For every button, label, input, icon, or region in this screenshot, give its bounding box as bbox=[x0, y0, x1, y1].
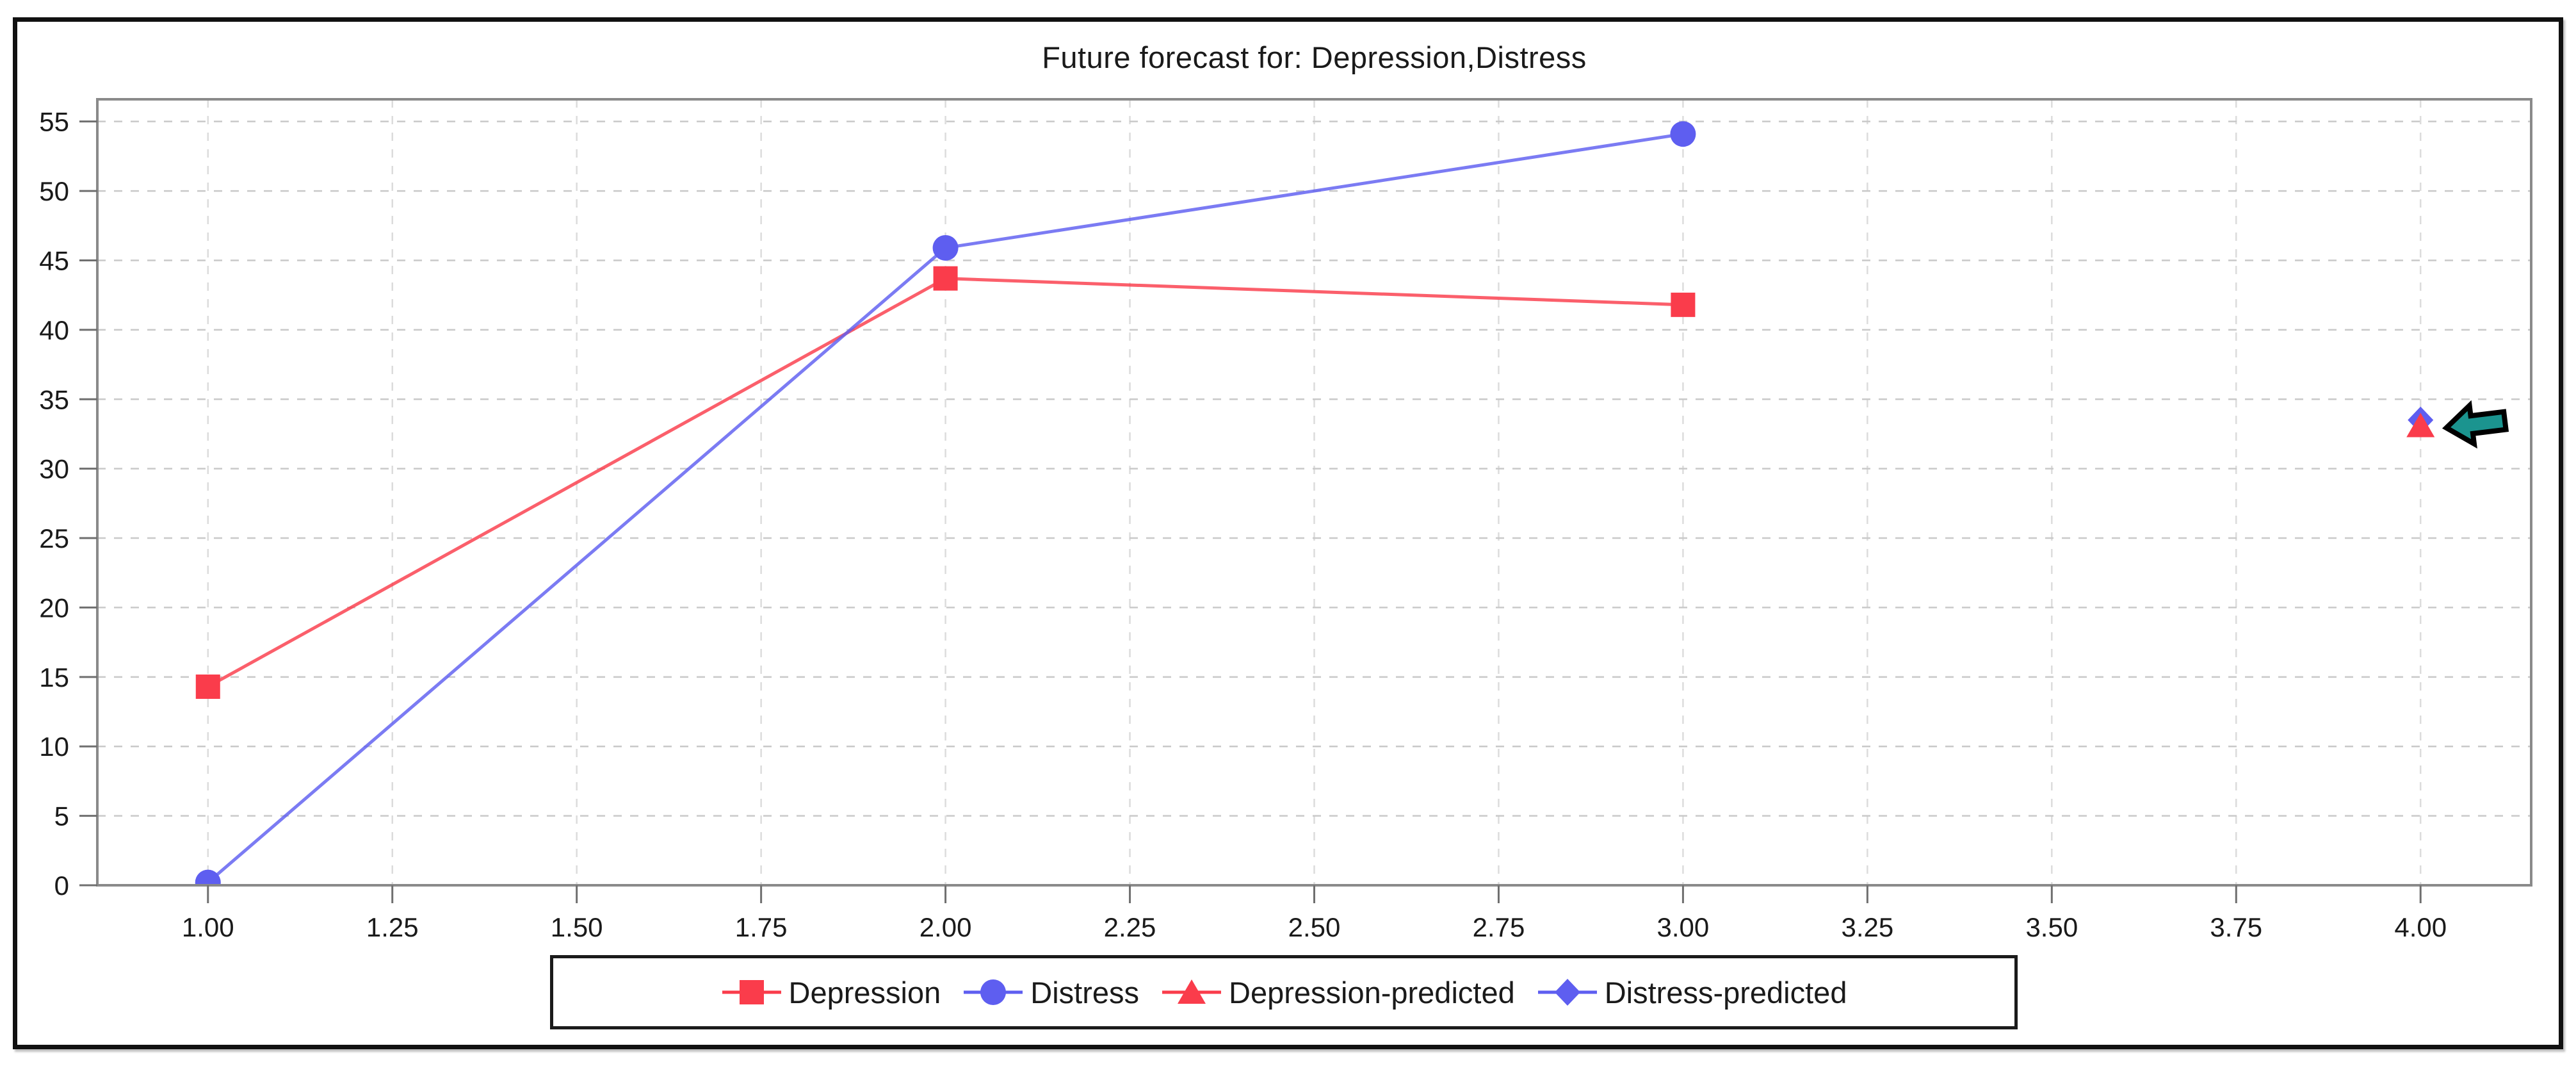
distress-predicted-legend-marker bbox=[1554, 979, 1580, 1006]
legend-item-depression: Depression bbox=[721, 975, 941, 1010]
legend-label: Depression-predicted bbox=[1229, 975, 1515, 1010]
x-tick-label: 1.25 bbox=[366, 912, 419, 942]
y-tick-label: 35 bbox=[39, 384, 69, 414]
depression-legend-marker bbox=[739, 980, 764, 1004]
forecast-arrow-icon bbox=[2442, 400, 2509, 449]
x-tick-label: 2.75 bbox=[1473, 912, 1525, 942]
depression-predicted-marker bbox=[2406, 413, 2435, 438]
depression-marker bbox=[933, 266, 958, 291]
y-tick-label: 10 bbox=[39, 732, 69, 762]
depression-predicted-legend-triangle-icon bbox=[1162, 979, 1221, 1004]
x-tick-label: 1.50 bbox=[551, 912, 603, 942]
y-tick-label: 30 bbox=[39, 454, 69, 484]
x-tick-label: 3.00 bbox=[1657, 912, 1710, 942]
x-tick-label: 3.25 bbox=[1841, 912, 1893, 942]
legend-item-depression-predicted: Depression-predicted bbox=[1161, 975, 1515, 1010]
distress-marker bbox=[195, 869, 221, 885]
distress-legend-circle-icon bbox=[964, 979, 1023, 1005]
x-tick-label: 1.00 bbox=[182, 912, 234, 942]
depression-predicted-legend-marker bbox=[1178, 979, 1206, 1004]
distress-marker bbox=[1670, 121, 1696, 147]
x-tick-label: 1.75 bbox=[735, 912, 788, 942]
legend-label: Depression bbox=[788, 975, 941, 1010]
chart-frame bbox=[13, 17, 2563, 1049]
x-tick-label: 3.50 bbox=[2025, 912, 2078, 942]
y-tick-label: 25 bbox=[39, 523, 69, 553]
depression-marker bbox=[195, 674, 220, 699]
legend-box: Depression Distress Depression-predicted Di… bbox=[550, 955, 2018, 1029]
depression-legend-square-icon bbox=[722, 980, 781, 1004]
x-tick-label: 2.50 bbox=[1288, 912, 1341, 942]
y-tick-label: 45 bbox=[39, 245, 69, 275]
x-tick-label: 2.00 bbox=[919, 912, 972, 942]
y-tick-label: 55 bbox=[39, 107, 69, 137]
series-layer bbox=[195, 121, 2435, 885]
distress-legend-marker bbox=[980, 979, 1007, 1005]
x-tick-label: 4.00 bbox=[2394, 912, 2447, 942]
y-tick-label: 20 bbox=[39, 593, 69, 623]
legend-item-distress-predicted: Distress-predicted bbox=[1537, 975, 1847, 1010]
legend-item-distress: Distress bbox=[962, 975, 1139, 1010]
y-tick-label: 50 bbox=[39, 176, 69, 206]
y-tick-label: 5 bbox=[54, 801, 69, 831]
depression-marker bbox=[1671, 292, 1696, 317]
y-tick-label: 15 bbox=[39, 662, 69, 692]
distress-predicted-legend-diamond-icon bbox=[1537, 979, 1597, 1006]
y-tick-label: 0 bbox=[54, 871, 69, 901]
chart-title: Future forecast for: Depression,Distress bbox=[1042, 40, 1587, 74]
y-tick-label: 40 bbox=[39, 315, 69, 345]
legend-label: Distress bbox=[1030, 975, 1139, 1010]
legend-label: Distress-predicted bbox=[1604, 975, 1847, 1010]
x-tick-label: 2.25 bbox=[1104, 912, 1156, 942]
x-tick-label: 3.75 bbox=[2210, 912, 2262, 942]
distress-marker bbox=[932, 234, 959, 261]
